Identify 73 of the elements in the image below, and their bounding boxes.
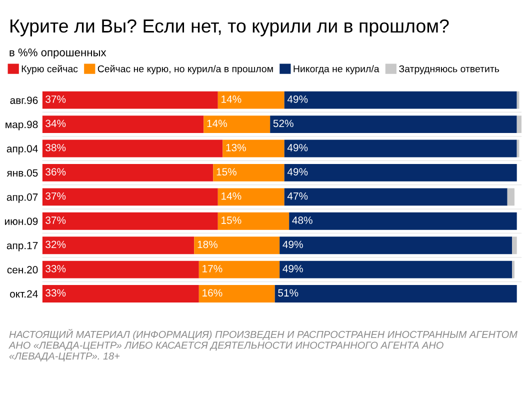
bar [42, 116, 204, 134]
data-label: 51% [278, 289, 298, 297]
legend-label: Затрудняюсь ответить [399, 65, 500, 74]
bar [42, 285, 199, 302]
bar [204, 116, 270, 134]
bar [42, 188, 218, 206]
bar [274, 285, 517, 302]
y-tick-label: апр.17 [6, 242, 38, 252]
bar [284, 140, 517, 158]
data-label: 33% [46, 289, 66, 297]
data-label: 49% [282, 240, 303, 248]
data-label: 17% [202, 265, 222, 272]
data-label: 32% [46, 240, 66, 248]
data-label: 14% [222, 96, 242, 103]
data-label: 37% [46, 96, 66, 103]
data-label: 36% [46, 168, 66, 176]
data-label: 49% [287, 144, 308, 152]
bar [222, 140, 284, 158]
bar [280, 236, 512, 254]
y-tick-label: мар.98 [6, 120, 38, 130]
y-tick-label: апр.04 [6, 145, 38, 154]
data-label: 14% [222, 192, 242, 200]
y-tick-label: окт.24 [10, 290, 38, 298]
data-label: 49% [287, 96, 308, 103]
bar [42, 212, 218, 230]
chart-title: Курите ли Вы? Если нет, то курили ли в прошлом? [10, 19, 449, 36]
bar [42, 164, 214, 182]
data-label: 47% [287, 192, 308, 200]
bar [198, 285, 275, 302]
data-label: 18% [198, 240, 218, 248]
legend-label: Сейчас не курю, но курил/а в прошлом [98, 64, 273, 74]
text: НАСТОЯЩИЙ МАТЕРИАЛ (ИНФОРМАЦИЯ) ПРОИЗВЕДЕН И РАСПРОСТРАНЕН ИНОСТРАННЫМ АГЕНТОМ АНО «ЛЕВАДА-ЦЕНТР» ЛИБО КАСАЕТСЯ ДЕЯТЕЛЬНОСТИ ИНОСТРАННОГО АГЕНТА АНО «ЛЕВАДА-ЦЕНТР». 18+ [8, 328, 518, 362]
y-tick-label: июн.09 [5, 218, 38, 226]
data-label: 52% [273, 120, 294, 128]
chart-subtitle: в %% опрошенных [10, 48, 106, 59]
data-label: 15% [222, 216, 242, 224]
bar [42, 91, 218, 109]
y-tick-label: янв.05 [6, 169, 38, 177]
bar [42, 260, 199, 278]
data-label: 37% [46, 216, 66, 224]
bar [289, 212, 517, 230]
bar [284, 164, 517, 182]
data-label: 38% [46, 144, 66, 152]
bar [42, 236, 194, 254]
data-label: 16% [202, 289, 222, 297]
bar [270, 116, 517, 134]
data-label: 15% [216, 168, 236, 176]
bar [42, 140, 223, 158]
data-label: 48% [292, 216, 312, 224]
bar [284, 91, 517, 109]
y-tick-label: сен.20 [7, 266, 38, 274]
bar [512, 236, 517, 254]
data-label: 14% [207, 120, 227, 128]
bar [198, 260, 280, 278]
bar [507, 188, 514, 206]
bar [218, 91, 284, 109]
legend-label: Курю сейчас [22, 64, 78, 74]
data-label: 37% [46, 192, 66, 200]
data-label: 49% [282, 264, 303, 272]
data-label: 34% [46, 120, 66, 128]
bar [516, 116, 522, 134]
bar [280, 260, 512, 278]
y-tick-label: авг.96 [10, 96, 38, 104]
legend-label: Никогда не курил/а [294, 65, 380, 74]
bar [284, 188, 508, 206]
bar [213, 164, 284, 182]
bar [194, 236, 280, 254]
y-tick-label: апр.07 [6, 193, 38, 203]
bar [218, 188, 284, 206]
data-label: 33% [46, 264, 66, 272]
data-label: 13% [226, 144, 246, 152]
data-label: 49% [287, 168, 308, 176]
bar [218, 212, 290, 230]
